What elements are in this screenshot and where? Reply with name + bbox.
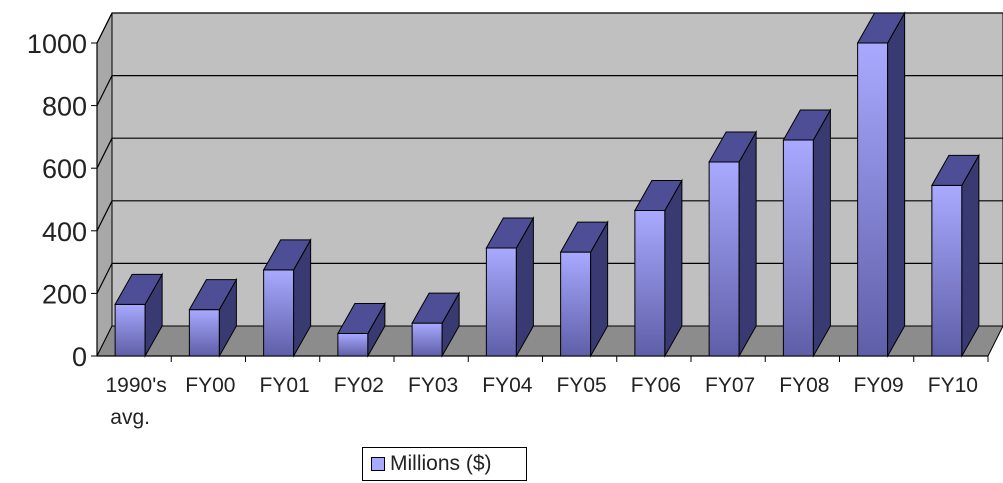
bar-top <box>559 221 609 253</box>
gridline-side <box>96 263 113 294</box>
bar-front <box>485 247 517 357</box>
bar-front <box>857 42 889 357</box>
bar-top <box>856 12 906 44</box>
x-tick-label: FY05 <box>557 374 607 397</box>
bar-top <box>485 217 535 249</box>
x-tick-label: FY02 <box>334 374 384 397</box>
y-tick-label: 0 <box>72 342 87 372</box>
y-tick-label: 600 <box>42 154 87 184</box>
legend-label: Millions ($) <box>390 452 492 475</box>
y-tick-label: 400 <box>42 217 87 247</box>
bar-top <box>634 179 683 211</box>
bar-side <box>887 11 906 358</box>
gridline-side <box>96 75 113 106</box>
x-tick-label: FY04 <box>482 374 533 397</box>
side-wall <box>96 12 113 357</box>
bar <box>262 238 312 358</box>
x-tick-label: FY06 <box>631 374 681 397</box>
bar-front <box>114 303 146 357</box>
x-tick-label: FY10 <box>928 374 978 397</box>
bar-top <box>337 302 386 334</box>
legend-swatch <box>371 457 385 471</box>
gridline-side <box>96 12 113 44</box>
x-tick-label: FY07 <box>705 374 755 397</box>
bar-side <box>961 153 980 358</box>
legend: Millions ($) <box>362 447 527 481</box>
bar <box>708 130 757 358</box>
bar-top <box>411 292 460 324</box>
bar-top <box>188 279 238 311</box>
x-tick-label: FY00 <box>185 374 235 397</box>
gridline-side <box>96 200 113 232</box>
x-tick-label: FY03 <box>408 374 458 397</box>
bar-front <box>782 139 814 357</box>
bar <box>931 153 980 358</box>
bar-top <box>782 109 832 141</box>
bar-front <box>337 332 369 357</box>
bar-top <box>114 273 163 305</box>
bar-front <box>188 309 220 357</box>
bar-top <box>708 131 757 163</box>
y-tick-label: 800 <box>42 92 87 122</box>
bar-side <box>812 108 831 358</box>
bar <box>856 11 906 358</box>
bar-front <box>634 209 666 357</box>
bar <box>114 272 163 358</box>
bar-top <box>262 239 312 271</box>
bar-top <box>931 154 980 186</box>
x-tick-label: 1990's avg. <box>106 374 167 429</box>
bar-front <box>263 269 295 357</box>
gridline-side <box>96 137 113 169</box>
bar-front <box>411 322 443 357</box>
bar <box>188 277 238 358</box>
bar-front <box>560 251 592 357</box>
x-tick-label: FY09 <box>854 374 904 397</box>
bar <box>634 178 683 358</box>
y-tick-label: 1000 <box>27 29 87 59</box>
y-tick-label: 200 <box>42 279 87 309</box>
bar <box>485 216 535 358</box>
bar-front <box>708 161 740 357</box>
bar <box>337 301 386 358</box>
bar <box>411 291 460 358</box>
bar-front <box>931 184 963 357</box>
x-tick-label: FY08 <box>779 374 829 397</box>
bar-side <box>738 130 757 358</box>
x-tick-label: FY01 <box>260 374 310 397</box>
bar <box>782 108 832 358</box>
bar <box>559 220 609 358</box>
